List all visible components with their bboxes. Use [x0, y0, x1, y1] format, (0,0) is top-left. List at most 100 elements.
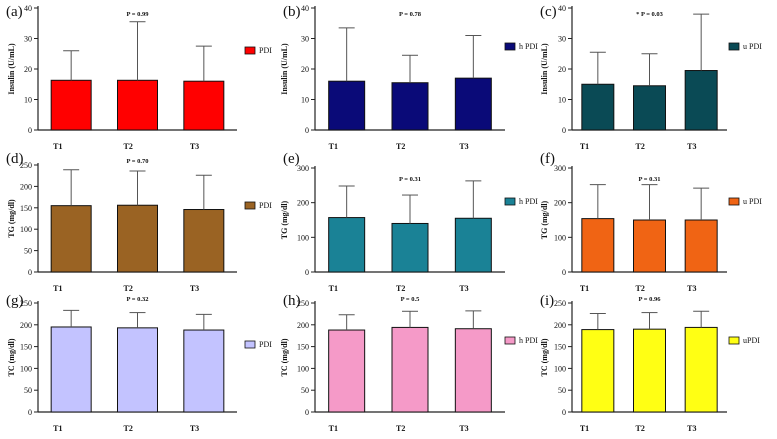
x-category-label: T3: [687, 284, 696, 293]
x-category-label: T2: [396, 142, 405, 151]
x-category-label: T3: [190, 142, 199, 151]
y-tick-label: 100: [554, 233, 566, 242]
p-value-label: P = 0.5: [401, 296, 420, 303]
x-category-label: T3: [459, 142, 468, 151]
bar-t2: [391, 326, 429, 413]
bar-t1: [50, 79, 92, 131]
y-tick-label: 300: [554, 164, 566, 173]
x-category-label: T2: [396, 284, 405, 293]
chart-panel-7: (g) TC (mg/dl) 0 50 100 150 200 250 T1 T2 T3 P = 0.…: [6, 293, 272, 433]
y-axis-title: TC (mg/dl): [280, 338, 289, 376]
bar-t2: [117, 79, 158, 131]
p-value-label: P = 0.31: [399, 176, 421, 183]
chart-panel-5: (e) TG (mg/dl) 0 100 200 300 T1 T2 T3 P = 0.31 h P…: [280, 151, 538, 293]
x-category-label: T2: [124, 142, 133, 151]
chart-panel-9: (i) TC (mg/dl) 0 50 100 150 200 250 T1 T2 T3 P = 0.…: [540, 293, 760, 433]
x-category-label: T2: [396, 424, 405, 433]
y-tick-label: 0: [28, 408, 32, 417]
bar-t3: [684, 326, 718, 413]
legend-label: h PDI: [519, 336, 538, 345]
chart-panel-2: (b) Insulin (U/mL) 0 10 20 30 40 T1 T2 T3 P = 0.78…: [280, 4, 538, 151]
y-axis-title: TC (mg/dl): [540, 338, 549, 376]
y-tick-label: 250: [297, 299, 309, 308]
y-axis-title: TG (mg/dl): [280, 200, 289, 239]
chart-panel-6: (f) TG (mg/dl) 0 100 200 300 T1 T2 T3 P = 0.31 u P…: [540, 151, 762, 293]
y-axis-title: Insulin (U/mL): [540, 43, 549, 95]
bar-t3: [183, 209, 225, 273]
y-tick-label: 200: [297, 321, 309, 330]
panel-label: (h): [283, 293, 301, 309]
y-tick-label: 0: [28, 126, 32, 135]
legend-label: h PDI: [519, 42, 538, 51]
y-tick-label: 30: [301, 35, 309, 44]
y-tick-label: 100: [20, 225, 32, 234]
legend-swatch: [244, 201, 256, 210]
legend-swatch: [728, 42, 740, 51]
y-tick-label: 0: [305, 408, 309, 417]
y-tick-label: 100: [554, 364, 566, 373]
y-tick-label: 50: [301, 386, 309, 395]
legend-swatch: [244, 340, 256, 349]
bar-t1: [581, 218, 615, 273]
y-tick-label: 300: [297, 164, 309, 173]
legend-swatch: [728, 197, 740, 206]
y-tick-label: 100: [297, 364, 309, 373]
y-axis-title: TG (mg/dl): [540, 200, 549, 239]
legend-label: PDI: [259, 340, 272, 349]
y-axis-title: Insulin (U/mL): [7, 43, 16, 95]
bar-t3: [183, 329, 225, 413]
panel-label: (g): [6, 293, 24, 309]
y-tick-label: 20: [558, 65, 566, 74]
bar-t2: [117, 204, 158, 273]
bar-t1: [328, 217, 366, 273]
y-tick-label: 40: [24, 4, 32, 13]
bar-t2: [633, 328, 666, 413]
bar-t1: [581, 83, 615, 131]
chart-panel-3: (c) Insulin (U/mL) 0 10 20 30 40 T1 T2 T3 * P = 0.…: [540, 4, 762, 151]
bar-t1: [50, 205, 92, 273]
y-tick-label: 50: [24, 247, 32, 256]
y-tick-label: 200: [297, 199, 309, 208]
y-tick-label: 40: [301, 4, 309, 13]
y-axis-title: TG (mg/dl): [7, 199, 16, 238]
legend-swatch: [504, 197, 516, 206]
bar-t3: [454, 328, 492, 413]
p-value-label: P = 0.32: [127, 296, 149, 303]
y-tick-label: 200: [20, 182, 32, 191]
panel-label: (d): [6, 151, 24, 167]
y-tick-label: 20: [24, 65, 32, 74]
legend-label: PDI: [259, 46, 272, 55]
legend-label: u PDI: [743, 42, 762, 51]
y-tick-label: 40: [558, 4, 566, 13]
y-tick-label: 10: [558, 96, 566, 105]
y-tick-label: 100: [20, 364, 32, 373]
p-value-label: * P = 0.03: [636, 11, 664, 18]
panel-label: (e): [283, 151, 300, 167]
chart-panel-8: (h) TC (mg/dl) 0 50 100 150 200 250 T1 T2 T3 P = 0.…: [280, 293, 538, 433]
bar-t3: [183, 80, 225, 131]
x-category-label: T3: [459, 424, 468, 433]
y-tick-label: 30: [558, 35, 566, 44]
bar-t3: [684, 219, 718, 273]
legend-label: h PDI: [519, 197, 538, 206]
bar-t1: [50, 326, 92, 413]
x-category-label: T1: [53, 424, 62, 433]
panel-label: (c): [540, 4, 557, 20]
x-category-label: T3: [190, 424, 199, 433]
x-category-label: T1: [580, 424, 589, 433]
p-value-label: P = 0.31: [639, 176, 661, 183]
x-category-label: T3: [459, 284, 468, 293]
y-tick-label: 200: [20, 321, 32, 330]
x-category-label: T2: [124, 284, 133, 293]
y-tick-label: 150: [20, 204, 32, 213]
x-category-label: T2: [636, 424, 645, 433]
y-tick-label: 200: [554, 199, 566, 208]
y-tick-label: 100: [297, 233, 309, 242]
panel-label: (i): [540, 293, 554, 309]
x-category-label: T2: [636, 284, 645, 293]
p-value-label: P = 0.70: [127, 158, 149, 165]
bar-t2: [391, 82, 429, 131]
legend-label: PDI: [259, 201, 272, 210]
panel-label: (b): [283, 4, 301, 20]
